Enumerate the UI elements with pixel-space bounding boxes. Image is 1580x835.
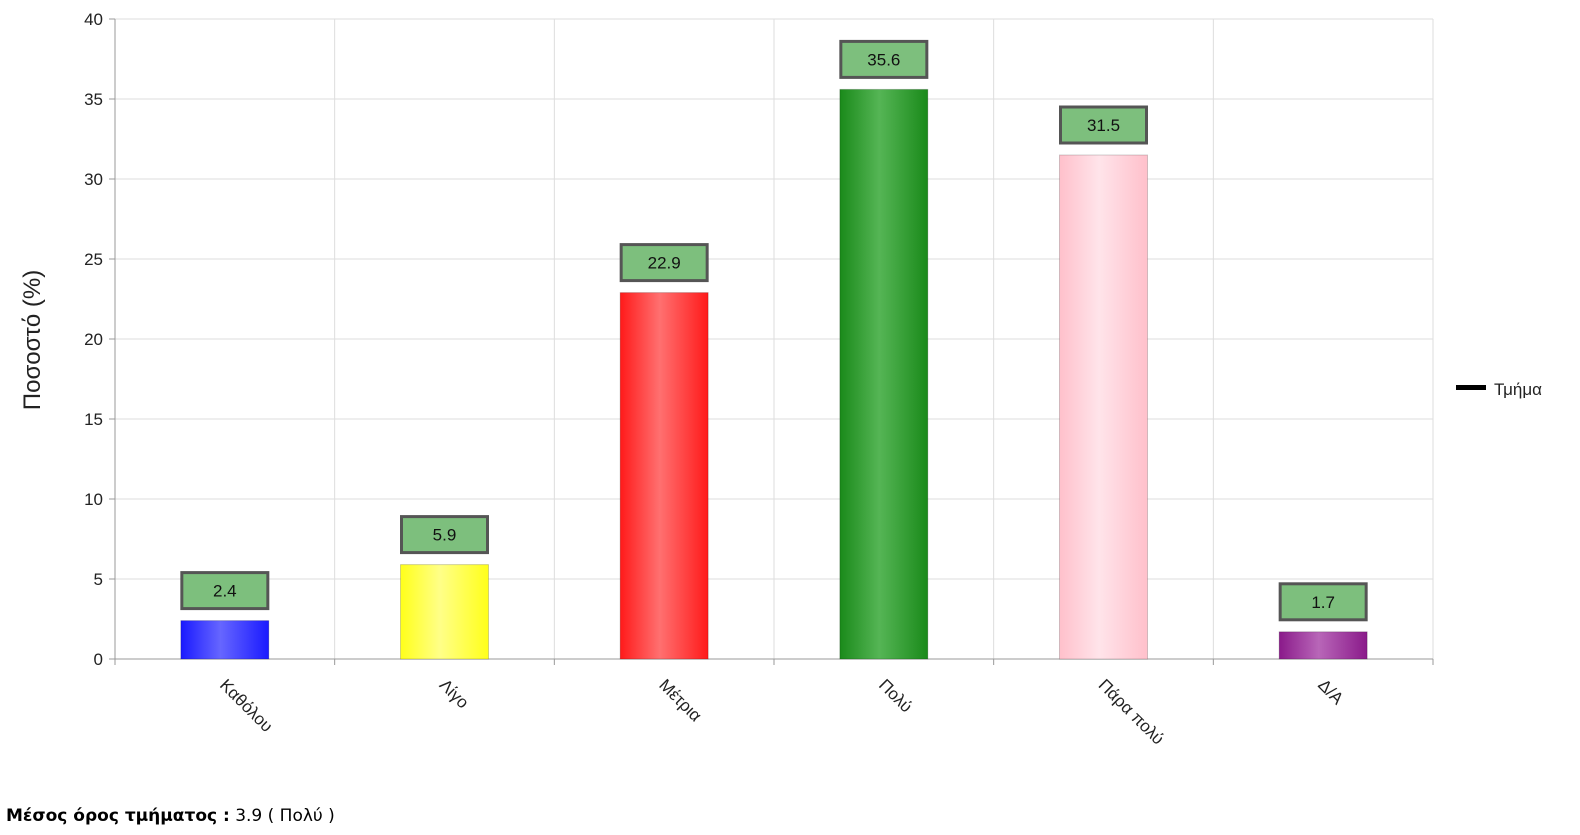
data-label: 22.9 <box>648 254 681 273</box>
data-label: 31.5 <box>1087 116 1120 135</box>
data-label: 2.4 <box>213 582 237 601</box>
class-average-label: Μέσος όρος τμήματος : <box>6 806 230 826</box>
data-label-box <box>619 243 709 283</box>
x-axis-ticks: Καθόλου Λίγο Μέτρια Πολύ Πάρα πολύ Δ/Α <box>216 675 1348 748</box>
y-tick-label: 30 <box>84 170 103 189</box>
data-label: 5.9 <box>433 526 457 545</box>
y-tick-label: 25 <box>84 250 103 269</box>
y-tick-label: 20 <box>84 330 103 349</box>
bars <box>180 88 1368 660</box>
data-label: 35.6 <box>867 50 900 69</box>
bar <box>1059 154 1148 660</box>
legend-swatch <box>1456 385 1486 390</box>
data-label-box <box>1278 582 1368 622</box>
bar-chart: 0 5 10 15 20 25 30 35 40 2.4 5.9 22.9 35.6 31.5 1.7 Κ… <box>19 10 1542 748</box>
data-label: 1.7 <box>1311 593 1335 612</box>
y-axis-ticks: 0 5 10 15 20 25 30 35 40 <box>84 10 115 669</box>
x-tick-label: Πολύ <box>875 675 916 716</box>
bar <box>839 88 929 660</box>
x-tick-label: Καθόλου <box>216 675 276 735</box>
class-average-value: 3.9 ( Πολύ ) <box>235 806 335 826</box>
y-tick-label: 10 <box>84 490 103 509</box>
x-tick-label: Λίγο <box>436 675 473 712</box>
bar <box>619 292 709 660</box>
bar <box>400 564 489 660</box>
y-axis-label: Ποσοστό (%) <box>19 270 46 410</box>
x-tick-label: Δ/Α <box>1314 675 1347 708</box>
data-label-box <box>839 39 929 79</box>
x-tick-label: Πάρα πολύ <box>1095 675 1168 748</box>
data-label-box <box>180 571 270 611</box>
data-label-box <box>1059 105 1148 145</box>
bar <box>1278 631 1368 660</box>
class-average: Μέσος όρος τμήματος : 3.9 ( Πολύ ) <box>6 806 335 826</box>
y-tick-label: 35 <box>84 90 103 109</box>
y-tick-label: 0 <box>94 650 103 669</box>
data-labels: 2.4 5.9 22.9 35.6 31.5 1.7 <box>180 39 1368 622</box>
bar <box>180 620 270 660</box>
legend-label: Τμήμα <box>1494 380 1542 399</box>
data-label-box <box>400 515 489 555</box>
x-tick-label: Μέτρια <box>655 675 705 725</box>
y-tick-label: 5 <box>94 570 103 589</box>
grid <box>115 18 1434 659</box>
y-tick-label: 40 <box>84 10 103 29</box>
y-tick-label: 15 <box>84 410 103 429</box>
legend: Τμήμα <box>1456 380 1542 399</box>
